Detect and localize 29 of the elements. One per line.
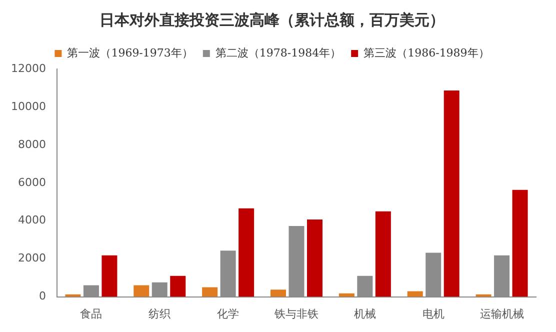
- x-tick-label: 纺织: [148, 307, 171, 320]
- x-tick-label: 铁与非铁: [273, 307, 318, 320]
- x-tick-label: 电机: [422, 307, 444, 320]
- y-tick-label: 10000: [10, 100, 46, 113]
- y-tick-label: 0: [38, 290, 46, 303]
- y-tick-label: 8000: [18, 138, 46, 151]
- bar: [238, 208, 254, 297]
- legend-label: 第三波（1986-1989年）: [364, 46, 490, 60]
- x-tick-label: 食品: [80, 307, 102, 320]
- bar: [202, 287, 218, 297]
- bar: [407, 291, 423, 297]
- x-tick-label: 运输机械: [480, 307, 524, 320]
- bar: [512, 190, 528, 297]
- x-tick-label: 化学: [217, 307, 240, 320]
- y-tick-label: 4000: [18, 214, 46, 227]
- y-tick-label: 6000: [18, 176, 46, 189]
- bar: [270, 290, 286, 297]
- x-tick-label: 机械: [354, 307, 376, 320]
- bar: [102, 255, 118, 297]
- bar: [306, 220, 322, 297]
- bar: [444, 90, 460, 297]
- chart-title: 日本对外直接投资三波高峰（累计总额，百万美元）: [100, 10, 444, 29]
- y-tick-label: 2000: [18, 252, 46, 265]
- bar: [134, 285, 150, 297]
- y-tick-label: 12000: [10, 62, 46, 75]
- legend-label: 第二波（1978-1984年）: [215, 46, 342, 60]
- legend-label: 第一波（1969-1973年）: [67, 46, 193, 60]
- bar: [375, 211, 391, 297]
- bar: [170, 276, 186, 297]
